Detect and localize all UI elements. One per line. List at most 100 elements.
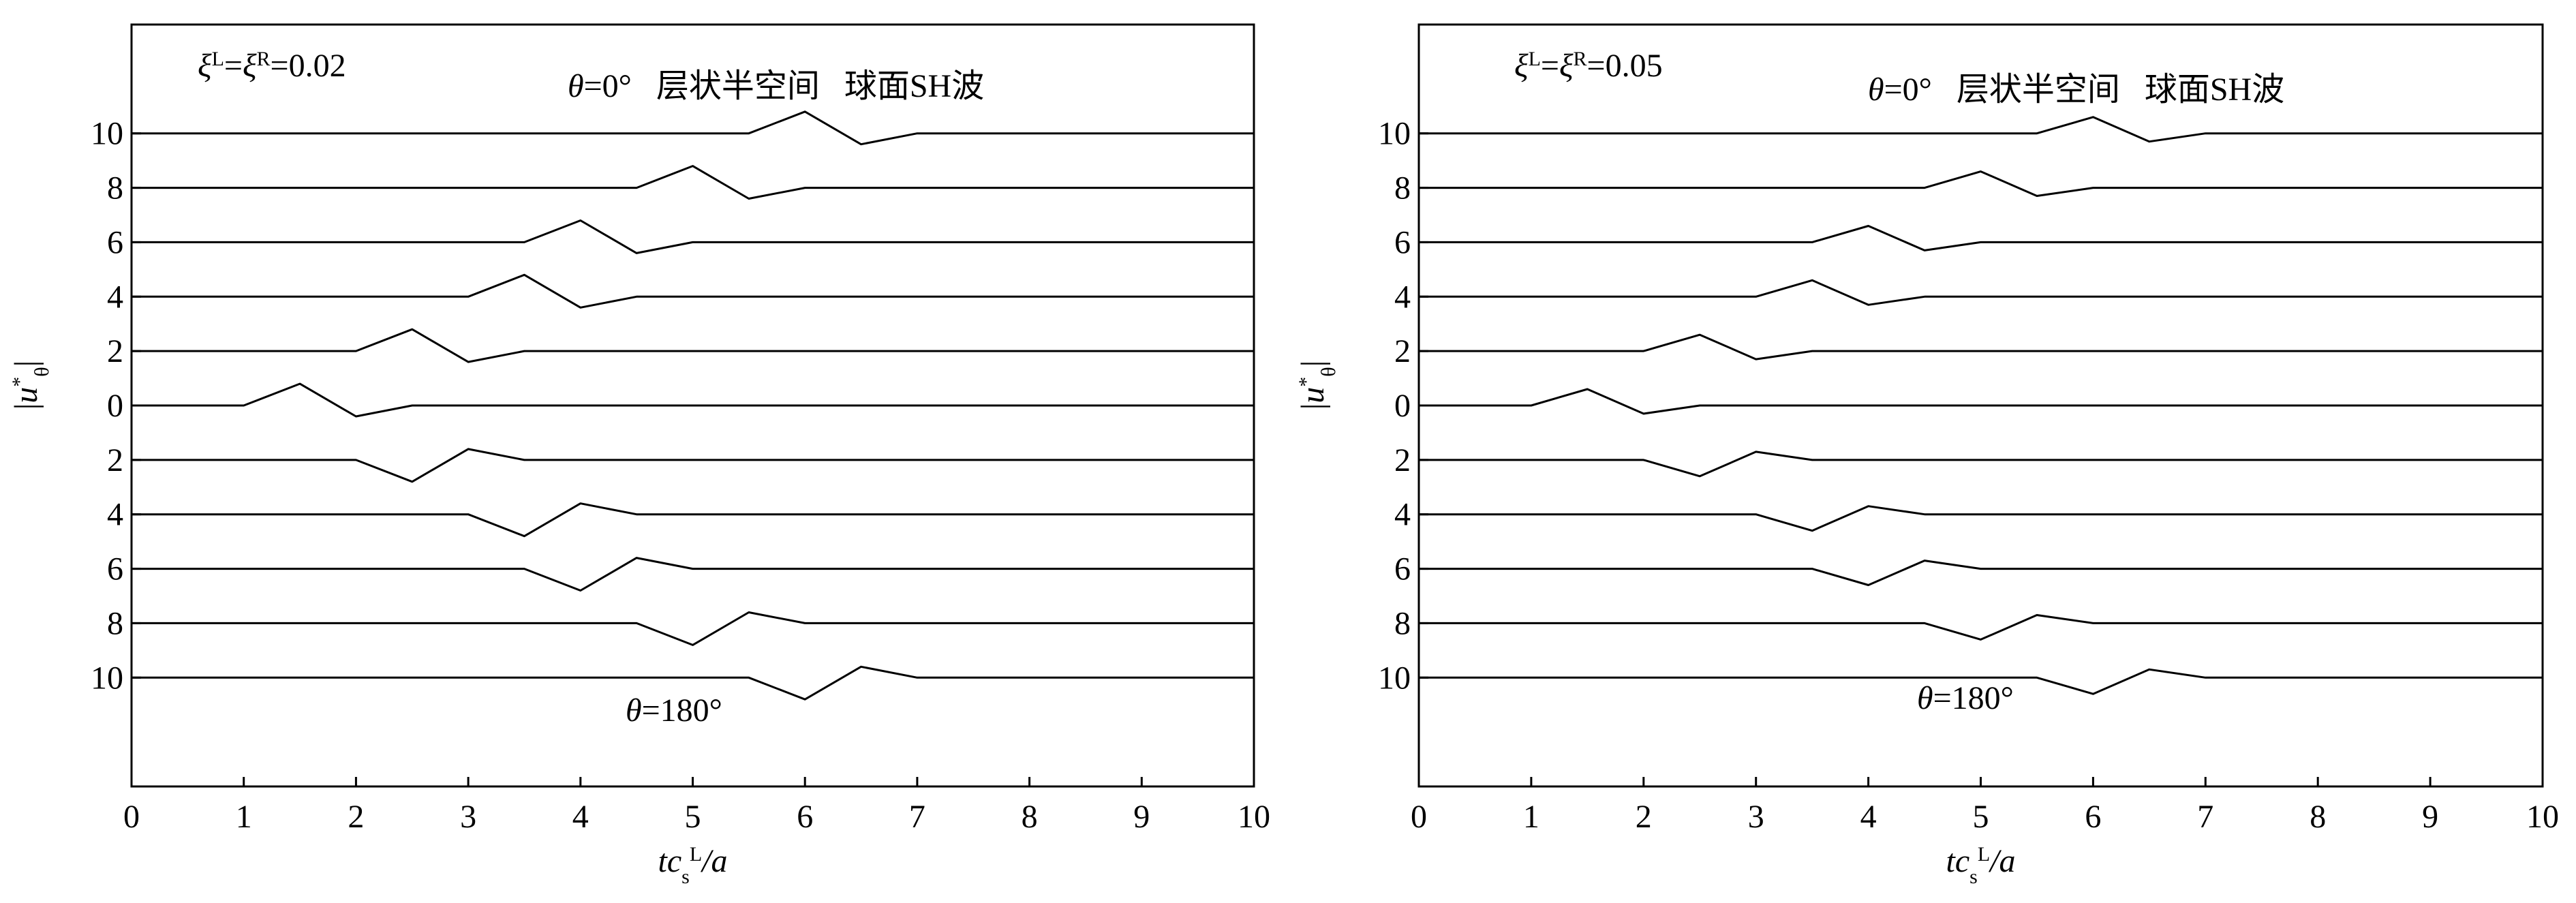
annotation: θ=180° [626,692,722,729]
text-part: =0° 层状半空间 球面SH波 [1884,72,2285,108]
y-tick-label: 10 [1378,116,1411,152]
text-part: ξ [1559,48,1574,84]
y-tick-label: 8 [107,605,123,641]
x-tick-label: 4 [572,799,589,835]
y-tick-label: 10 [91,116,123,152]
y-tick-label: 2 [107,333,123,369]
trace [132,665,1254,701]
text-part: θ [568,68,584,104]
text-part: θ [1317,367,1340,376]
y-tick-label: 8 [1394,605,1411,641]
trace [1419,450,2543,478]
x-tick-label: 3 [460,799,476,835]
text-part: =180° [642,692,722,729]
y-tick-label: 4 [107,497,123,533]
text-part: /a [700,843,727,879]
x-tick-label: 0 [123,799,140,835]
text-part: θ [1917,680,1933,716]
text-part: | [1295,403,1331,410]
trace [1419,505,2543,532]
text-part: u [1295,387,1331,403]
y-tick-label: 8 [107,170,123,206]
trace [132,328,1254,363]
x-tick-label: 8 [1022,799,1038,835]
trace [1419,225,2543,251]
y-tick-label: 0 [1394,388,1411,424]
text-part: u [8,387,44,403]
x-tick-label: 4 [1860,799,1877,835]
text-part: R [257,48,271,70]
text-part: θ [626,692,642,729]
trace [132,165,1254,200]
text-part: ξ [198,48,212,84]
text-part: θ [31,367,53,376]
text-part: | [8,403,44,410]
text-part: =0.05 [1587,48,1663,84]
trace [1419,333,2543,361]
x-tick-label: 0 [1411,799,1427,835]
text-part: R [1574,48,1587,70]
y-tick-label: 6 [107,224,123,260]
x-tick-label: 7 [2197,799,2213,835]
y-tick-label: 8 [1394,170,1411,206]
text-part: =0° 层状半空间 球面SH波 [584,68,985,104]
trace [132,448,1254,483]
x-tick-label: 8 [2310,799,2326,835]
y-tick-label: 6 [107,551,123,587]
x-tick-label: 1 [1523,799,1539,835]
annotation: θ=0° 层状半空间 球面SH波 [568,68,984,104]
x-axis-label: tcsL/a [1946,843,2016,888]
annotation: ξL=ξR=0.02 [198,48,346,85]
annotation: ξL=ξR=0.05 [1514,48,1663,85]
y-tick-label: 6 [1394,551,1411,587]
text-part: tc [1946,843,1970,879]
x-tick-label: 9 [1133,799,1150,835]
text-part: | [8,361,44,367]
text-part: = [224,48,243,84]
trace [1419,668,2543,695]
x-tick-label: 6 [797,799,813,835]
x-tick-label: 3 [1748,799,1764,835]
trace [132,273,1254,309]
x-axis-label: tcsL/a [658,843,728,888]
y-tick-label: 4 [1394,279,1411,315]
annotation: θ=0° 层状半空间 球面SH波 [1868,72,2284,108]
trace [132,382,1254,418]
trace [1419,116,2543,143]
trace [132,557,1254,592]
x-tick-label: 10 [1238,799,1270,835]
trace [1419,560,2543,586]
trace [132,502,1254,538]
text-part: =180° [1933,680,2014,716]
y-tick-label: 4 [107,279,123,315]
x-tick-label: 7 [909,799,925,835]
y-tick-label: 10 [1378,660,1411,696]
text-part: L [1978,843,1990,866]
text-part: s [1969,866,1978,888]
text-part: L [212,48,224,70]
text-part: L [1529,48,1541,70]
trace [1419,170,2543,197]
y-tick-label: 6 [1394,224,1411,260]
x-tick-label: 10 [2526,799,2559,835]
x-tick-label: 5 [685,799,701,835]
x-tick-label: 9 [2422,799,2438,835]
x-tick-label: 1 [236,799,252,835]
text-part: | [1295,361,1331,367]
y-axis-label: |u*θ| [1295,361,1340,410]
y-tick-label: 0 [107,388,123,424]
trace [1419,279,2543,306]
text-part: /a [1988,843,2015,879]
trace [1419,388,2543,415]
x-tick-label: 2 [1636,799,1652,835]
x-tick-label: 5 [1973,799,1989,835]
text-part: s [681,866,690,888]
y-tick-label: 2 [1394,333,1411,369]
text-part: =0.02 [271,48,346,84]
text-part: = [1541,48,1559,84]
text-part: ξ [243,48,257,84]
trace [132,110,1254,146]
trace [1419,614,2543,641]
trace [132,219,1254,254]
